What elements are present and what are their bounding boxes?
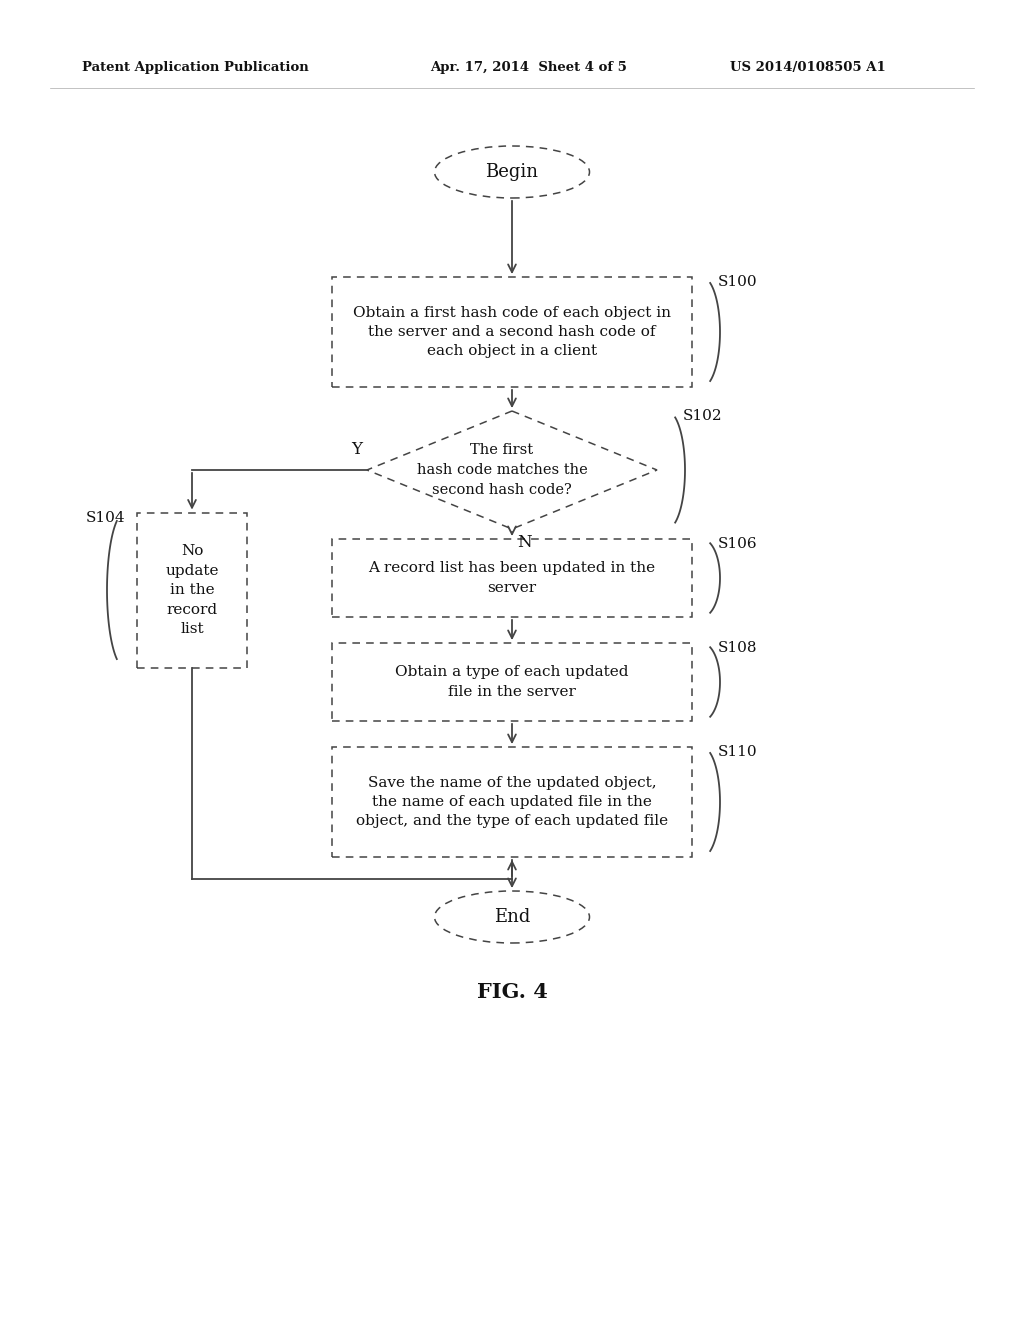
Text: A record list has been updated in the
server: A record list has been updated in the se… (369, 561, 655, 595)
Text: Y: Y (351, 441, 362, 458)
Text: End: End (494, 908, 530, 927)
Text: Save the name of the updated object,
the name of each updated file in the
object: Save the name of the updated object, the… (356, 776, 668, 829)
Text: Patent Application Publication: Patent Application Publication (82, 62, 309, 74)
Text: S110: S110 (718, 744, 758, 759)
Ellipse shape (434, 147, 590, 198)
Polygon shape (367, 411, 657, 529)
Bar (332, 539, 692, 616)
Text: S104: S104 (85, 511, 125, 524)
Bar (332, 277, 692, 387)
Text: FIG. 4: FIG. 4 (476, 982, 548, 1002)
Text: N: N (517, 535, 531, 550)
Text: Begin: Begin (485, 162, 539, 181)
Text: No
update
in the
record
list: No update in the record list (165, 544, 219, 636)
Text: S106: S106 (718, 537, 758, 550)
Ellipse shape (434, 891, 590, 942)
Text: The first
hash code matches the
second hash code?: The first hash code matches the second h… (417, 444, 588, 496)
Text: Obtain a type of each updated
file in the server: Obtain a type of each updated file in th… (395, 665, 629, 698)
Bar (332, 747, 692, 857)
Text: Obtain a first hash code of each object in
the server and a second hash code of
: Obtain a first hash code of each object … (353, 305, 671, 359)
Text: Apr. 17, 2014  Sheet 4 of 5: Apr. 17, 2014 Sheet 4 of 5 (430, 62, 627, 74)
Bar (137, 512, 247, 668)
Bar (332, 643, 692, 721)
Text: S102: S102 (683, 409, 723, 422)
Text: S108: S108 (718, 642, 758, 655)
Text: US 2014/0108505 A1: US 2014/0108505 A1 (730, 62, 886, 74)
Text: S100: S100 (718, 275, 758, 289)
